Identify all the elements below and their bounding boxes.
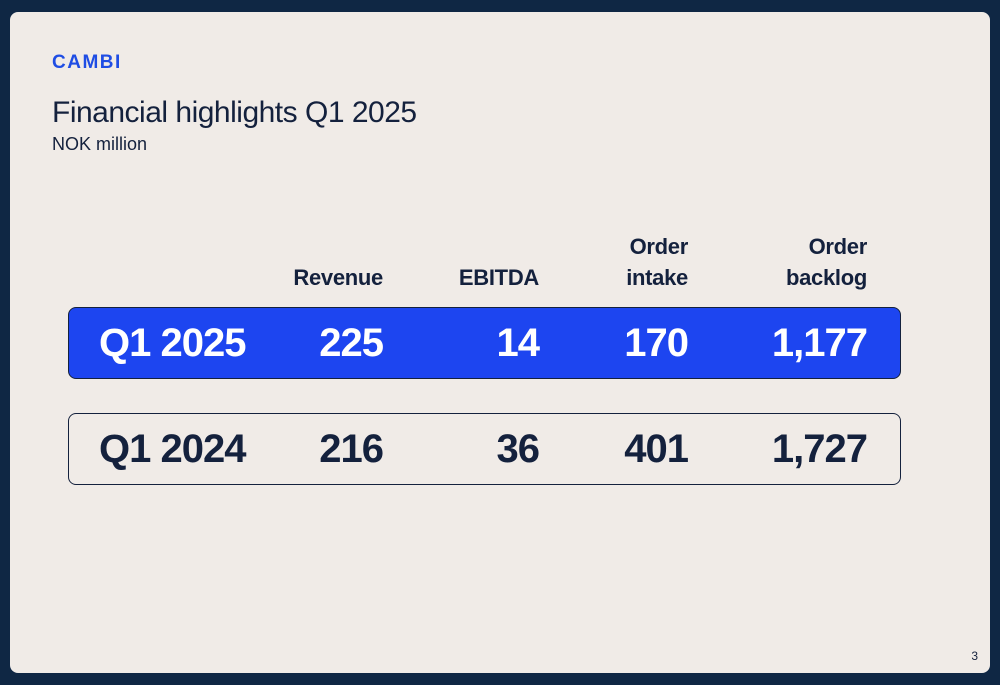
- table-row-q1-2025: Q1 2025 225 14 170 1,177: [68, 307, 901, 379]
- column-header-ebitda: EBITDA: [458, 265, 539, 290]
- cell-revenue: 225: [319, 321, 384, 365]
- row-period-label: Q1 2024: [99, 427, 246, 471]
- cell-order-intake: 401: [624, 427, 689, 471]
- cell-revenue: 216: [319, 427, 384, 471]
- cell-order-backlog: 1,177: [771, 321, 868, 365]
- cambi-logo: CAMBI: [52, 52, 122, 73]
- slide: CAMBI Financial highlights Q1 2025 NOK m…: [10, 12, 990, 673]
- cell-order-intake: 170: [624, 321, 689, 365]
- column-header-revenue: Revenue: [293, 265, 383, 290]
- slide-subtitle: NOK million: [52, 134, 148, 154]
- column-header-order-intake: Order intake: [626, 234, 688, 290]
- row-period-label: Q1 2025: [99, 321, 246, 365]
- slide-title: Financial highlights Q1 2025: [52, 96, 417, 129]
- cell-order-backlog: 1,727: [771, 427, 868, 471]
- cell-ebitda: 14: [496, 321, 541, 365]
- cell-ebitda: 36: [496, 427, 541, 471]
- page-number: 3: [971, 649, 978, 663]
- table-row-q1-2024: Q1 2024 216 36 401 1,727: [68, 413, 901, 485]
- column-header-order-backlog: Order backlog: [785, 234, 867, 290]
